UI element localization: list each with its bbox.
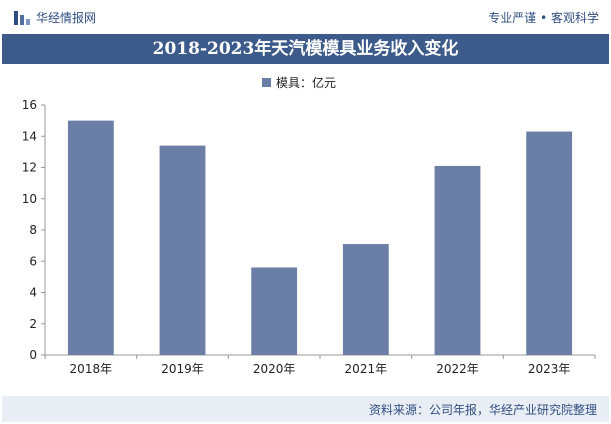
- y-tick-label: 16: [22, 98, 37, 112]
- x-tick-label: 2021年: [345, 362, 388, 376]
- bar: [342, 244, 389, 355]
- brand-logo-icon: [14, 10, 30, 25]
- tagline: 专业严谨 • 客观科学: [488, 11, 599, 25]
- top-bar: 华经情报网 专业严谨 • 客观科学: [0, 0, 611, 34]
- brand-name: 华经情报网: [36, 11, 97, 25]
- bar: [434, 165, 481, 355]
- x-tick-label: 2023年: [528, 362, 571, 376]
- x-tick-label: 2019年: [161, 362, 204, 376]
- x-tick-label: 2018年: [70, 362, 113, 376]
- bar: [526, 131, 573, 355]
- x-tick-label: 2020年: [253, 362, 296, 376]
- brand: 华经情报网: [14, 9, 96, 26]
- title-bar: 2018-2023年天汽模模具业务收入变化: [2, 34, 609, 64]
- bar-chart: 模具：亿元 0 2 4 6 8 10 12 14 16 2018年 2019年 2020年 2021年 20…: [22, 75, 596, 376]
- y-tick-label: 10: [22, 192, 37, 206]
- y-tick-label: 12: [22, 161, 37, 175]
- y-tick-label: 8: [29, 223, 37, 237]
- legend-swatch: [262, 78, 271, 87]
- y-tick-label: 6: [29, 254, 37, 268]
- y-tick-label: 14: [22, 129, 37, 143]
- y-tick-label: 2: [29, 317, 37, 331]
- bar: [159, 145, 206, 355]
- source-note: 资料来源：公司年报，华经产业研究院整理: [368, 403, 597, 417]
- y-tick-label: 4: [29, 286, 37, 300]
- x-tick-label: 2022年: [436, 362, 479, 376]
- bar: [67, 120, 114, 355]
- y-tick-label: 0: [29, 348, 37, 362]
- legend-label: 模具：亿元: [276, 75, 336, 90]
- footer-bar: 资料来源：公司年报，华经产业研究院整理: [2, 396, 609, 422]
- bar: [251, 267, 298, 355]
- chart-title: 2018-2023年天汽模模具业务收入变化: [152, 39, 459, 59]
